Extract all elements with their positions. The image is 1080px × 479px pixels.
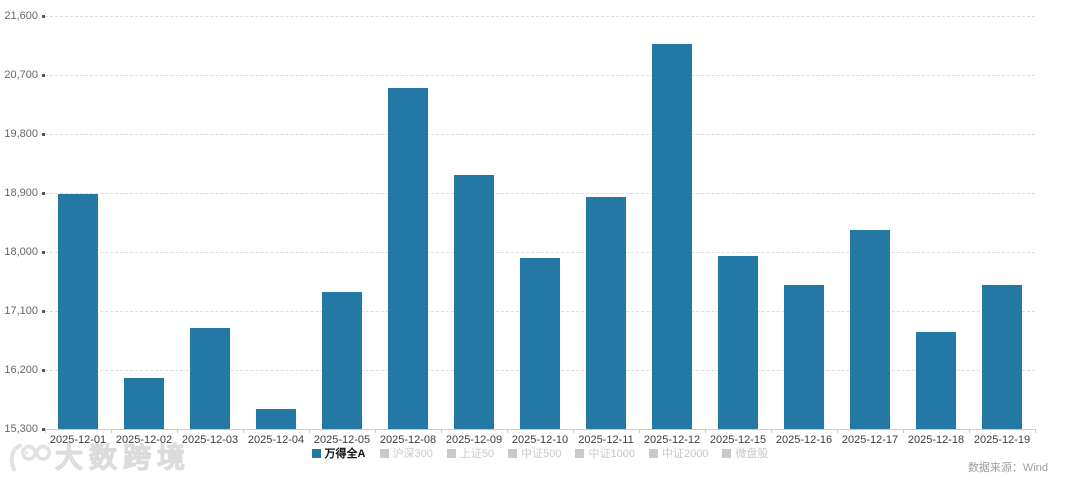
x-axis-tick xyxy=(375,429,376,433)
gridline xyxy=(45,252,1035,253)
chart-legend: 万得全A 沪深300 上证50 中证500 中证1000 中证2000 微盘股 xyxy=(0,446,1080,460)
legend-label: 中证500 xyxy=(521,448,562,460)
x-axis-tick xyxy=(111,429,112,433)
legend-label: 万得全A xyxy=(324,448,366,460)
y-axis-tick xyxy=(42,73,45,77)
x-axis-label: 2025-12-16 xyxy=(775,434,833,446)
x-axis-tick xyxy=(441,429,442,433)
gridline xyxy=(45,134,1035,135)
x-axis-tick xyxy=(309,429,310,433)
bar-2025-12-18[interactable] xyxy=(916,331,956,429)
x-axis-tick xyxy=(771,429,772,433)
x-axis-label: 2025-12-10 xyxy=(511,434,569,446)
bar-2025-12-04[interactable] xyxy=(256,408,296,429)
x-axis-tick xyxy=(903,429,904,433)
x-axis-label: 2025-12-18 xyxy=(907,434,965,446)
bar-2025-12-08[interactable] xyxy=(388,88,428,429)
gridline xyxy=(45,75,1035,76)
x-axis-tick xyxy=(1035,429,1036,433)
legend-swatch-icon xyxy=(722,448,732,458)
legend-swatch-icon xyxy=(575,448,585,458)
legend-swatch-icon xyxy=(379,448,389,458)
y-axis-label: 19,800 xyxy=(4,128,38,140)
bar-2025-12-05[interactable] xyxy=(322,292,362,429)
x-axis-label: 2025-12-12 xyxy=(643,434,701,446)
y-axis-tick xyxy=(42,427,45,431)
x-axis-tick xyxy=(969,429,970,433)
x-axis-label: 2025-12-09 xyxy=(445,434,503,446)
x-axis-label: 2025-12-05 xyxy=(313,434,371,446)
legend-item-2[interactable]: 上证50 xyxy=(446,445,495,461)
legend-item-6[interactable]: 微盘股 xyxy=(722,445,768,461)
y-axis-label: 15,300 xyxy=(4,423,38,435)
legend-label: 微盘股 xyxy=(735,448,769,460)
bar-2025-12-12[interactable] xyxy=(652,43,692,429)
data-source-label: 数据来源：Wind xyxy=(967,462,1048,474)
x-axis-label: 2025-12-04 xyxy=(247,434,305,446)
bar-2025-12-03[interactable] xyxy=(190,328,230,429)
x-axis-tick xyxy=(573,429,574,433)
y-axis-tick xyxy=(42,191,45,195)
x-axis-tick xyxy=(705,429,706,433)
x-axis-label: 2025-12-19 xyxy=(973,434,1031,446)
x-axis-label: 2025-12-11 xyxy=(578,434,634,446)
x-axis-tick xyxy=(837,429,838,433)
y-axis-tick xyxy=(42,250,45,254)
y-axis-label: 20,700 xyxy=(4,69,38,81)
bar-2025-12-10[interactable] xyxy=(520,257,560,429)
x-axis-label: 2025-12-03 xyxy=(181,434,239,446)
legend-swatch-icon xyxy=(648,448,658,458)
bar-2025-12-15[interactable] xyxy=(718,255,758,429)
legend-label: 中证1000 xyxy=(588,448,635,460)
legend-label: 中证2000 xyxy=(661,448,709,460)
x-axis-tick xyxy=(507,429,508,433)
y-axis-label: 16,200 xyxy=(4,364,38,376)
gridline xyxy=(45,429,1035,430)
x-axis-tick xyxy=(639,429,640,433)
x-axis-label: 2025-12-17 xyxy=(841,434,899,446)
legend-label: 沪深300 xyxy=(392,448,433,460)
legend-item-5[interactable]: 中证2000 xyxy=(648,445,709,461)
x-axis-label: 2025-12-02 xyxy=(115,434,173,446)
y-axis-label: 17,100 xyxy=(4,305,38,317)
legend-item-3[interactable]: 中证500 xyxy=(508,445,561,461)
x-axis-label: 2025-12-08 xyxy=(379,434,437,446)
y-axis-tick xyxy=(42,368,45,372)
gridline xyxy=(45,16,1035,17)
y-axis-label: 18,000 xyxy=(4,246,38,258)
y-axis-tick xyxy=(42,132,45,136)
y-axis-tick xyxy=(42,14,45,18)
x-axis-label: 2025-12-15 xyxy=(709,434,767,446)
x-axis-tick xyxy=(45,429,46,433)
bar-2025-12-02[interactable] xyxy=(124,377,164,429)
bar-2025-12-09[interactable] xyxy=(454,174,494,429)
bar-2025-12-01[interactable] xyxy=(58,194,98,429)
bar-2025-12-11[interactable] xyxy=(586,196,626,429)
x-axis-tick xyxy=(177,429,178,433)
y-axis-tick xyxy=(42,309,45,313)
bar-2025-12-19[interactable] xyxy=(982,284,1022,429)
gridline xyxy=(45,193,1035,194)
bar-2025-12-16[interactable] xyxy=(784,285,824,429)
legend-item-0[interactable]: 万得全A xyxy=(311,445,366,461)
bar-2025-12-17[interactable] xyxy=(850,230,890,429)
legend-swatch-icon xyxy=(311,448,321,458)
legend-swatch-icon xyxy=(446,448,456,458)
legend-swatch-icon xyxy=(508,448,518,458)
y-axis-label: 18,900 xyxy=(4,187,38,199)
x-axis-label: 2025-12-01 xyxy=(49,434,107,446)
legend-label: 上证50 xyxy=(459,448,495,460)
y-axis-label: 21,600 xyxy=(4,10,38,22)
legend-item-1[interactable]: 沪深300 xyxy=(379,445,433,461)
x-axis-tick xyxy=(243,429,244,433)
legend-item-4[interactable]: 中证1000 xyxy=(575,445,635,461)
